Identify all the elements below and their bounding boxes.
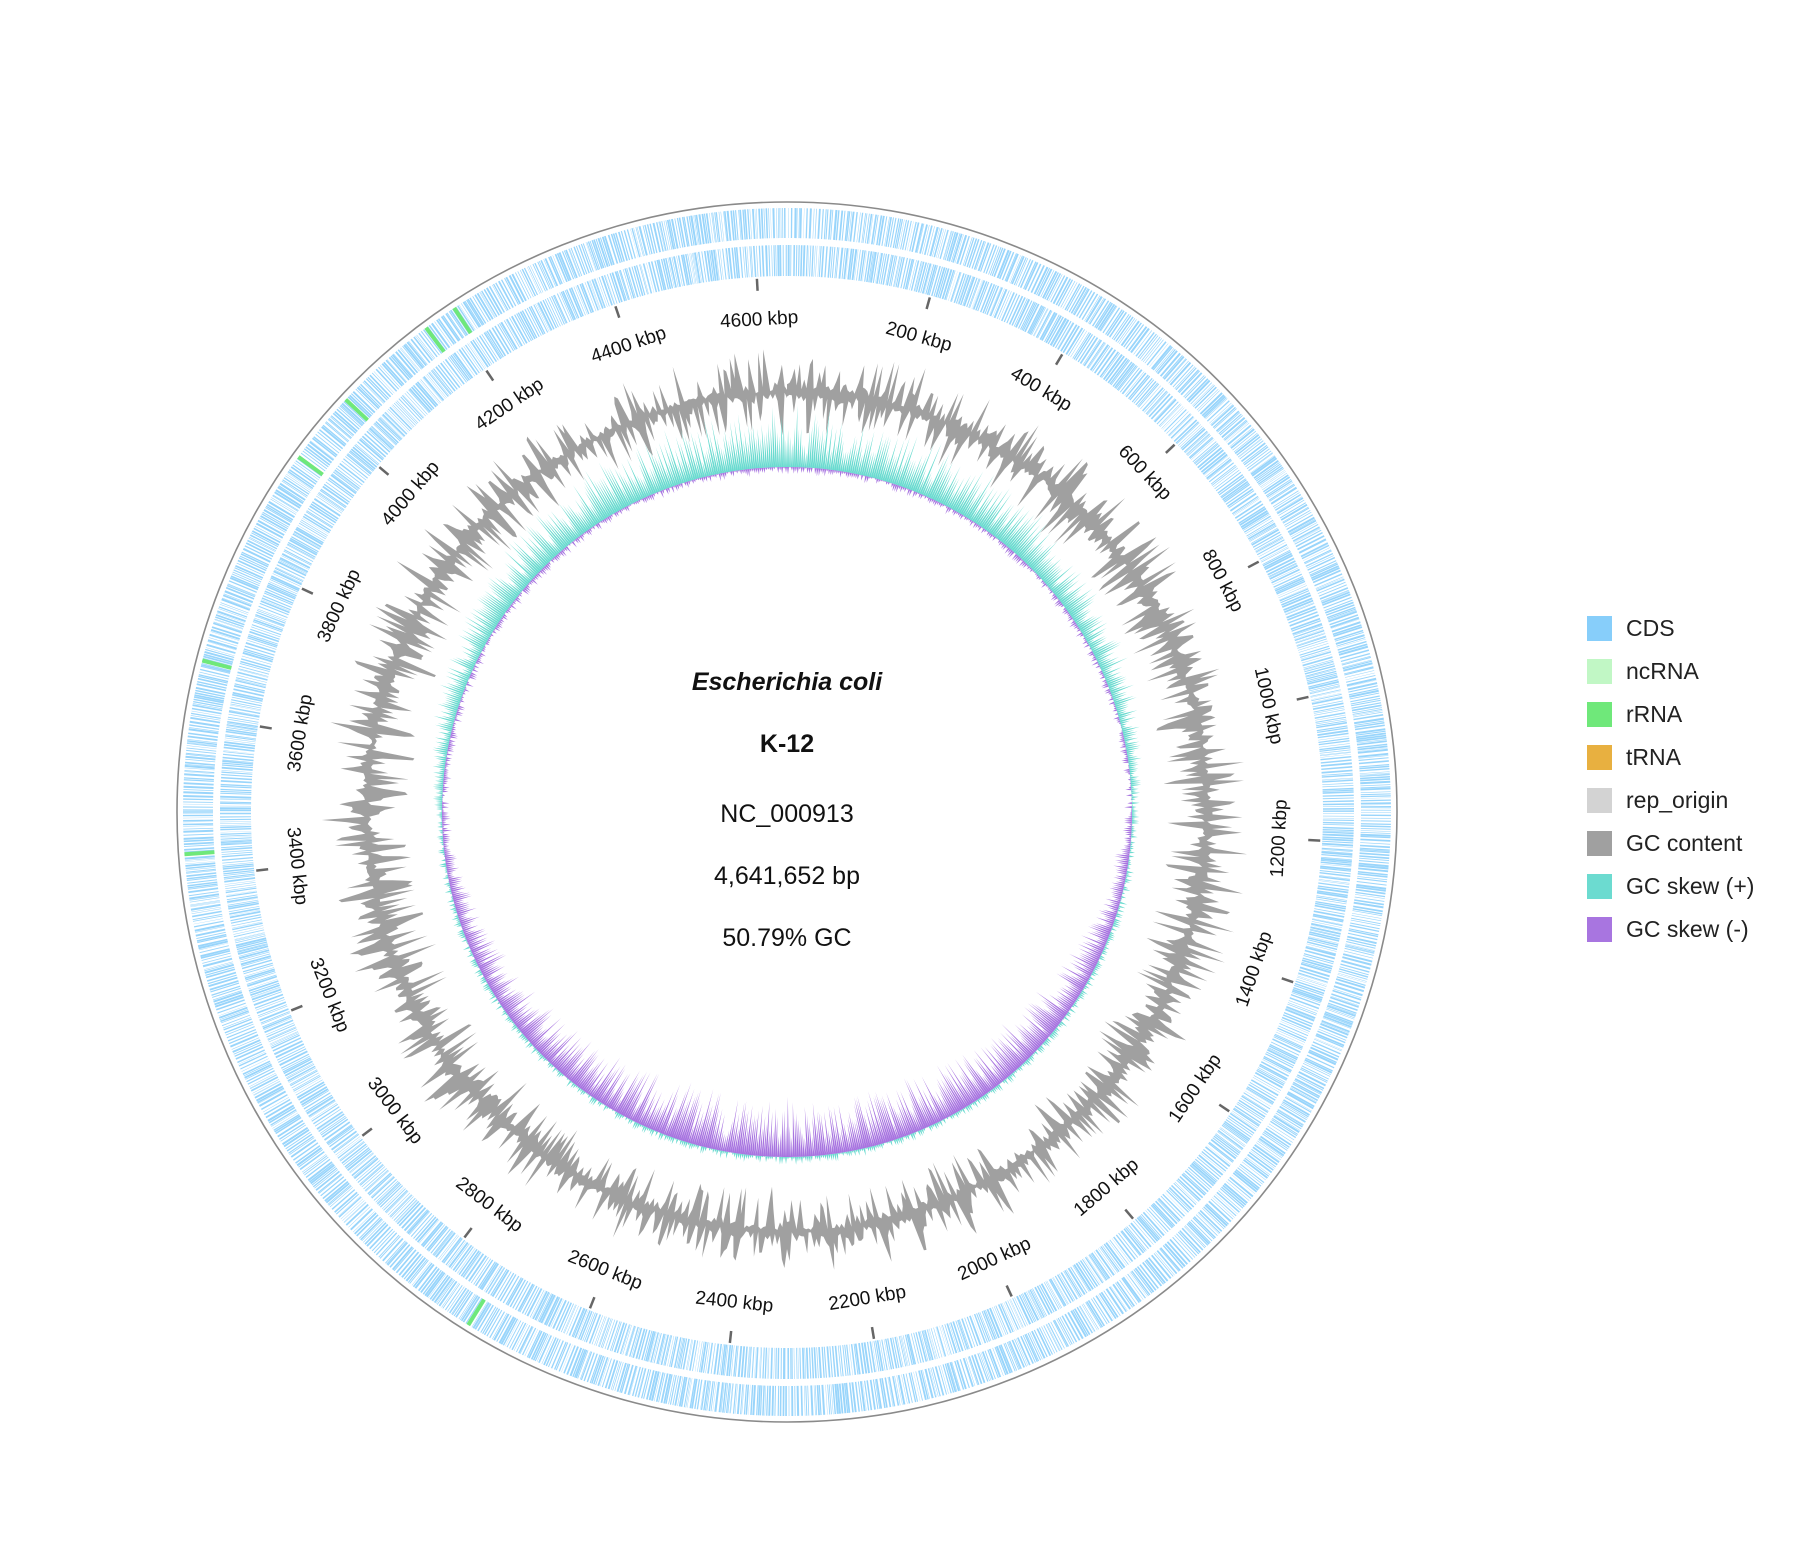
tick-mark [485, 369, 495, 382]
tick-mark [1218, 1103, 1230, 1113]
legend-item-ncrna: ncRNA [1587, 650, 1754, 693]
rrna-feature-marks [184, 306, 486, 1327]
tick-label: 1200 kbp [1267, 799, 1292, 878]
legend: CDS ncRNA rRNA tRNA rep_origin GC conten… [1587, 607, 1754, 951]
tick-mark [870, 1326, 876, 1340]
rrna-feature [201, 658, 232, 670]
genome-info: Escherichia coli K-12 NC_000913 4,641,65… [692, 668, 883, 952]
tick-label: 3400 kbp [282, 826, 311, 906]
tick-mark [1165, 443, 1176, 454]
legend-item-rrna: rRNA [1587, 693, 1754, 736]
rrna-feature [344, 398, 369, 422]
tick-label: 600 kbp [1114, 441, 1176, 505]
legend-swatch-gc-content [1587, 831, 1612, 856]
tick-mark [290, 1004, 303, 1012]
strain-name: K-12 [760, 730, 814, 758]
legend-label: ncRNA [1626, 658, 1699, 684]
rrna-feature [466, 1298, 486, 1327]
tick-mark [614, 305, 621, 319]
legend-swatch-gc-skew-plus [1587, 874, 1612, 899]
tick-label: 400 kbp [1007, 363, 1076, 416]
tick-mark [378, 466, 390, 476]
legend-swatch-cds [1587, 616, 1612, 641]
tick-label: 1000 kbp [1250, 665, 1287, 746]
legend-label: rRNA [1626, 701, 1683, 727]
legend-item-rep-origin: rep_origin [1587, 779, 1754, 822]
tick-label: 3800 kbp [313, 566, 365, 646]
organism-name: Escherichia coli [692, 668, 883, 696]
tick-mark [1005, 1285, 1013, 1297]
tick-label: 2800 kbp [452, 1173, 527, 1237]
gc-percentage: 50.79% GC [722, 924, 851, 952]
legend-item-gc-content: GC content [1587, 822, 1754, 865]
legend-item-gc-skew-minus: GC skew (-) [1587, 908, 1754, 951]
legend-label: GC content [1626, 830, 1743, 856]
tick-mark [1308, 838, 1321, 842]
legend-item-gc-skew-plus: GC skew (+) [1587, 865, 1754, 908]
legend-item-cds: CDS [1587, 607, 1754, 650]
legend-label: tRNA [1626, 744, 1681, 770]
tick-mark [361, 1127, 373, 1137]
legend-label: GC skew (+) [1626, 873, 1755, 899]
tick-label: 2400 kbp [694, 1288, 774, 1317]
genome-length: 4,641,652 bp [714, 862, 860, 890]
tick-label: 800 kbp [1197, 546, 1247, 616]
legend-swatch-ncrna [1587, 659, 1612, 684]
legend-swatch-gc-skew-minus [1587, 917, 1612, 942]
tick-mark [728, 1330, 733, 1344]
legend-label: GC skew (-) [1626, 916, 1749, 942]
rrna-feature [452, 306, 473, 335]
tick-label: 200 kbp [883, 318, 954, 356]
tick-mark [1247, 560, 1260, 569]
tick-label: 3600 kbp [284, 693, 317, 774]
tick-mark [588, 1296, 596, 1309]
tick-label: 2000 kbp [955, 1233, 1035, 1285]
tick-label: 4200 kbp [471, 374, 547, 435]
legend-swatch-rep-origin [1587, 788, 1612, 813]
tick-label: 1800 kbp [1070, 1154, 1143, 1221]
accession-number: NC_000913 [720, 800, 853, 828]
rrna-feature [297, 455, 324, 477]
legend-swatch-rrna [1587, 702, 1612, 727]
tick-label: 1400 kbp [1232, 929, 1277, 1010]
tick-mark [256, 868, 269, 872]
tick-mark [1124, 1208, 1135, 1220]
outer-ring-outline [176, 201, 1398, 1423]
tick-mark [755, 278, 759, 291]
tick-mark [1281, 977, 1294, 984]
tick-label: 1600 kbp [1165, 1050, 1226, 1127]
rrna-feature [184, 850, 215, 857]
tick-mark [259, 725, 272, 730]
tick-mark [925, 297, 932, 310]
tick-label: 4600 kbp [720, 307, 799, 332]
legend-label: rep_origin [1626, 787, 1729, 813]
tick-label: 3000 kbp [363, 1073, 427, 1148]
tick-label: 4400 kbp [588, 323, 669, 368]
gc-skew-track [432, 405, 1142, 1165]
tick-label: 2600 kbp [565, 1246, 645, 1294]
tick-mark [301, 587, 314, 595]
tick-label: 2200 kbp [827, 1282, 908, 1315]
legend-label: CDS [1626, 615, 1675, 641]
outer-circle [176, 201, 1398, 1423]
rrna-feature [424, 326, 446, 353]
tick-label: 4000 kbp [377, 457, 444, 530]
legend-swatch-trna [1587, 745, 1612, 770]
tick-mark [1296, 695, 1309, 701]
tick-label: 3200 kbp [305, 955, 354, 1035]
tick-mark [463, 1227, 473, 1239]
legend-item-trna: tRNA [1587, 736, 1754, 779]
tick-mark [1054, 353, 1064, 366]
